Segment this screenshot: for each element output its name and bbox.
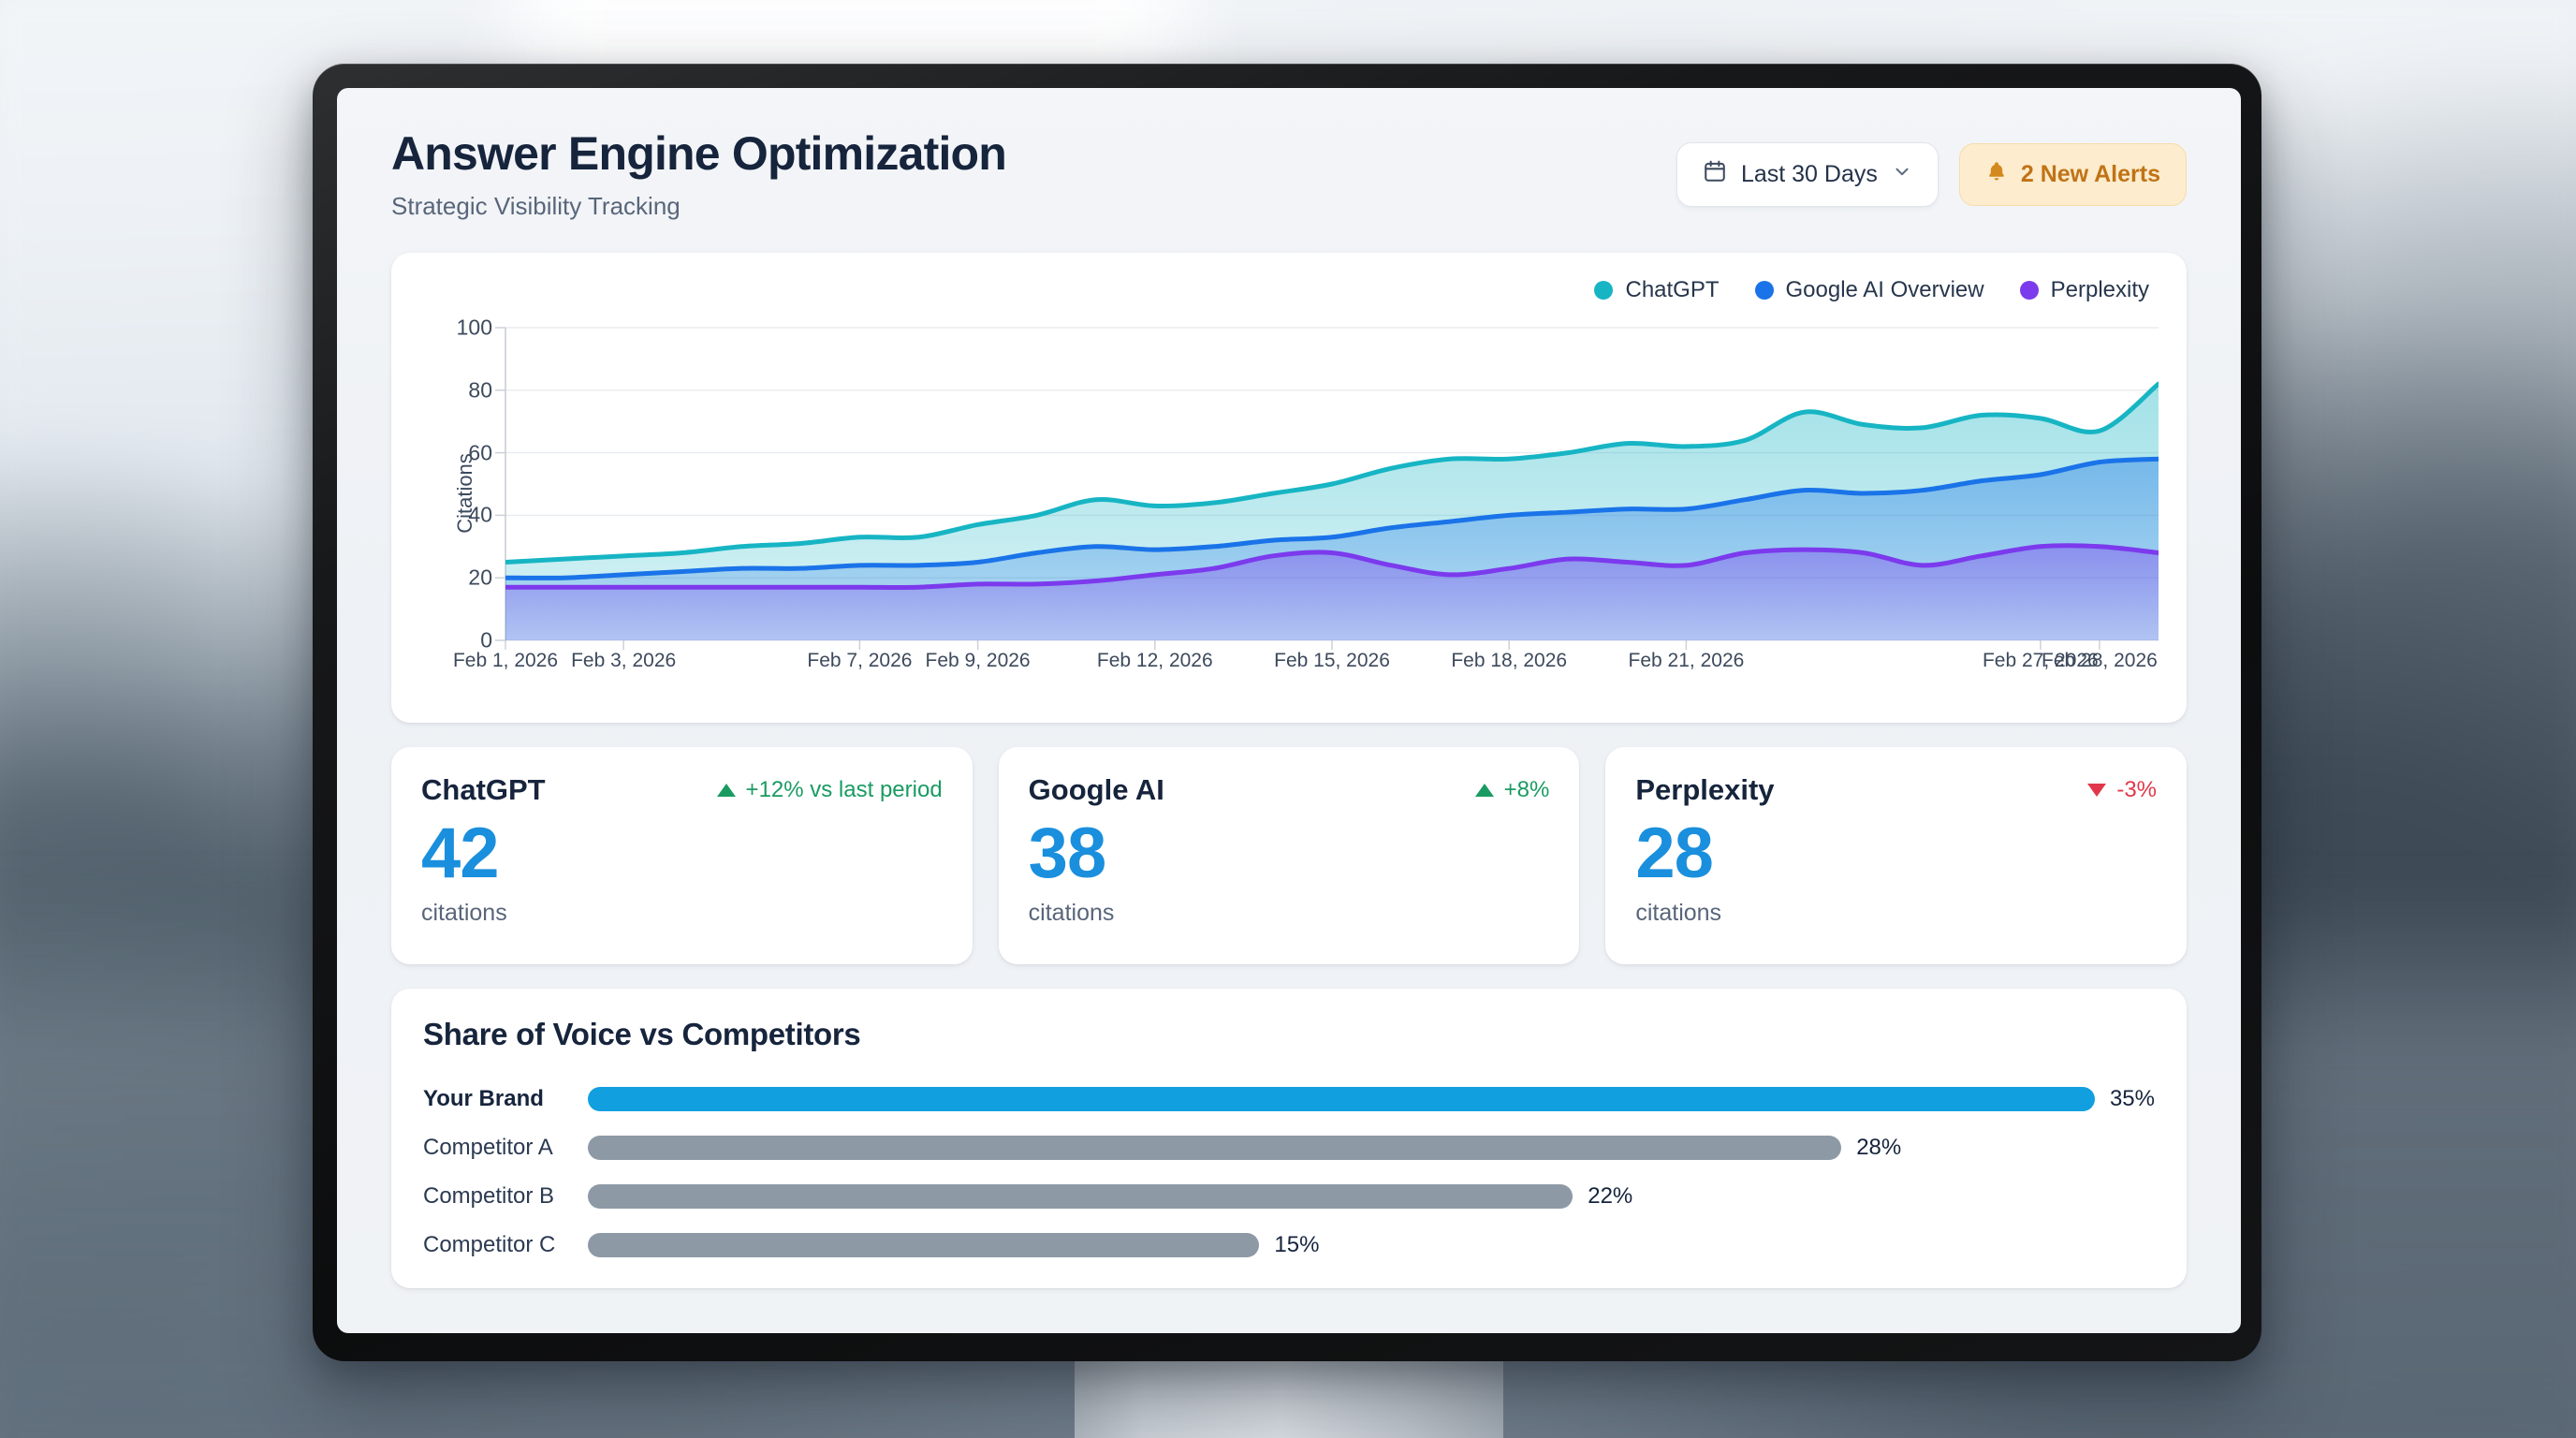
chart-plot-area: Citations 0 20 40 60 80 100 Feb 1, 2026 Feb 3,… bbox=[419, 311, 2159, 676]
legend-label-perplexity: Perplexity bbox=[2050, 277, 2149, 302]
share-of-voice-track: 28% bbox=[588, 1135, 2155, 1160]
legend-item-perplexity[interactable]: Perplexity bbox=[2019, 277, 2149, 303]
share-of-voice-track: 15% bbox=[588, 1232, 2155, 1257]
triangle-up-icon bbox=[1474, 784, 1494, 797]
share-of-voice-row: Competitor B 22% bbox=[423, 1172, 2155, 1221]
page-subtitle: Strategic Visibility Tracking bbox=[391, 192, 681, 220]
share-of-voice-row: Your Brand 35% bbox=[423, 1075, 2155, 1123]
dashboard-app: Answer Engine Optimization Strategic Vis… bbox=[337, 88, 2241, 1333]
triangle-up-icon bbox=[716, 784, 736, 797]
page-header: Answer Engine Optimization Strategic Vis… bbox=[391, 129, 2187, 221]
citations-chart-card: ChatGPT Google AI Overview Perplexity Ci… bbox=[391, 253, 2187, 723]
alerts-button[interactable]: 2 New Alerts bbox=[1958, 143, 2187, 206]
x-axis-ticks: Feb 1, 2026 Feb 3, 2026 Feb 7, 2026 Feb 9, … bbox=[419, 650, 2159, 682]
monitor-bezel: Answer Engine Optimization Strategic Vis… bbox=[313, 64, 2261, 1361]
metric-delta-label: +12% vs last period bbox=[745, 777, 943, 802]
share-of-voice-label: Your Brand bbox=[423, 1086, 544, 1111]
share-of-voice-row: Competitor C 15% bbox=[423, 1221, 2155, 1269]
y-axis-tick-label: 0 bbox=[480, 627, 492, 653]
x-axis-tick-label: Feb 21, 2026 bbox=[1628, 650, 1745, 671]
metric-name: Google AI bbox=[1028, 773, 1164, 806]
share-of-voice-label: Competitor A bbox=[423, 1135, 553, 1160]
y-axis-tick-label: 20 bbox=[468, 565, 492, 590]
metric-card: Google AI +8% 38 citations bbox=[998, 747, 1580, 964]
share-of-voice-card: Share of Voice vs Competitors Your Brand… bbox=[391, 989, 2187, 1288]
metric-unit: citations bbox=[421, 900, 507, 927]
chevron-down-icon bbox=[1892, 161, 1912, 188]
share-of-voice-percent: 15% bbox=[1274, 1232, 1320, 1257]
legend-dot-perplexity bbox=[2019, 281, 2039, 300]
chart-legend: ChatGPT Google AI Overview Perplexity bbox=[419, 277, 2159, 303]
share-of-voice-track: 35% bbox=[588, 1086, 2155, 1111]
metric-name: Perplexity bbox=[1635, 773, 1775, 806]
share-of-voice-bar bbox=[588, 1087, 2095, 1111]
metric-delta: +8% bbox=[1474, 777, 1550, 803]
y-axis-tick-label: 40 bbox=[468, 502, 492, 527]
x-axis-tick-label: Feb 27, 2026 bbox=[1982, 650, 2099, 671]
share-of-voice-bar bbox=[588, 1233, 1260, 1257]
metric-header: Perplexity -3% bbox=[1635, 773, 2157, 807]
x-axis-tick-label: Feb 12, 2026 bbox=[1096, 650, 1213, 671]
y-axis-tick-label: 60 bbox=[468, 440, 492, 465]
metric-delta: -3% bbox=[2087, 777, 2157, 803]
legend-dot-google-ai-overview bbox=[1754, 281, 1774, 300]
share-of-voice-label: Competitor B bbox=[423, 1183, 555, 1209]
legend-dot-chatgpt bbox=[1594, 281, 1614, 300]
share-of-voice-bar bbox=[588, 1136, 1842, 1160]
alerts-label: 2 New Alerts bbox=[2020, 161, 2160, 187]
legend-label-google-ai-overview: Google AI Overview bbox=[1785, 277, 1984, 302]
share-of-voice-bar bbox=[588, 1184, 1573, 1209]
metric-header: Google AI +8% bbox=[1029, 773, 1550, 807]
share-of-voice-title: Share of Voice vs Competitors bbox=[423, 1017, 861, 1051]
calendar-icon bbox=[1703, 159, 1727, 190]
legend-item-chatgpt[interactable]: ChatGPT bbox=[1594, 277, 1720, 303]
page-title: Answer Engine Optimization bbox=[391, 127, 1007, 180]
metric-delta-label: -3% bbox=[2116, 777, 2158, 802]
area-chart-svg bbox=[495, 327, 2159, 650]
share-of-voice-row: Competitor A 28% bbox=[423, 1123, 2155, 1172]
legend-item-google-ai-overview[interactable]: Google AI Overview bbox=[1754, 277, 1984, 303]
metric-card: ChatGPT +12% vs last period 42 citations bbox=[391, 747, 973, 964]
date-range-label: Last 30 Days bbox=[1740, 161, 1878, 187]
monitor-screen: Answer Engine Optimization Strategic Vis… bbox=[337, 88, 2241, 1333]
metric-value: 28 bbox=[1635, 814, 1714, 893]
metric-delta: +12% vs last period bbox=[716, 777, 943, 803]
monitor-stand bbox=[1075, 1356, 1503, 1438]
y-axis-tick-label: 100 bbox=[456, 315, 492, 340]
metric-name: ChatGPT bbox=[421, 773, 546, 806]
date-range-picker[interactable]: Last 30 Days bbox=[1676, 142, 1939, 207]
metric-value: 38 bbox=[1028, 814, 1107, 893]
triangle-down-icon bbox=[2087, 784, 2107, 797]
x-axis-tick-label: Feb 18, 2026 bbox=[1451, 650, 1568, 671]
metric-unit: citations bbox=[1635, 900, 1722, 927]
page-heading-group: Answer Engine Optimization Strategic Vis… bbox=[391, 127, 1007, 221]
share-of-voice-label: Competitor C bbox=[423, 1232, 556, 1257]
metric-card: Perplexity -3% 28 citations bbox=[1605, 747, 2188, 964]
metric-header: ChatGPT +12% vs last period bbox=[421, 773, 943, 807]
share-of-voice-track: 22% bbox=[588, 1183, 2155, 1209]
x-axis-tick-label: Feb 15, 2026 bbox=[1274, 650, 1390, 671]
share-of-voice-percent: 35% bbox=[2109, 1086, 2155, 1111]
x-axis-tick-label: Feb 28, 2026 bbox=[2042, 650, 2158, 671]
metric-cards: ChatGPT +12% vs last period 42 citations… bbox=[391, 747, 2188, 964]
share-of-voice-rows: Your Brand 35% Competitor A 28% Competit… bbox=[423, 1075, 2155, 1269]
x-axis-tick-label: Feb 3, 2026 bbox=[571, 650, 677, 671]
header-actions: Last 30 Days bbox=[1676, 129, 2187, 207]
share-of-voice-percent: 22% bbox=[1588, 1183, 1633, 1209]
bell-icon bbox=[1985, 160, 2008, 189]
metric-delta-label: +8% bbox=[1503, 777, 1550, 802]
y-axis-tick-label: 80 bbox=[468, 377, 492, 403]
share-of-voice-percent: 28% bbox=[1856, 1135, 1902, 1160]
legend-label-chatgpt: ChatGPT bbox=[1625, 277, 1720, 302]
x-axis-tick-label: Feb 9, 2026 bbox=[925, 650, 1031, 671]
x-axis-tick-label: Feb 7, 2026 bbox=[807, 650, 913, 671]
x-axis-tick-label: Feb 1, 2026 bbox=[452, 650, 559, 671]
metric-unit: citations bbox=[1028, 900, 1115, 927]
metric-value: 42 bbox=[421, 814, 500, 893]
